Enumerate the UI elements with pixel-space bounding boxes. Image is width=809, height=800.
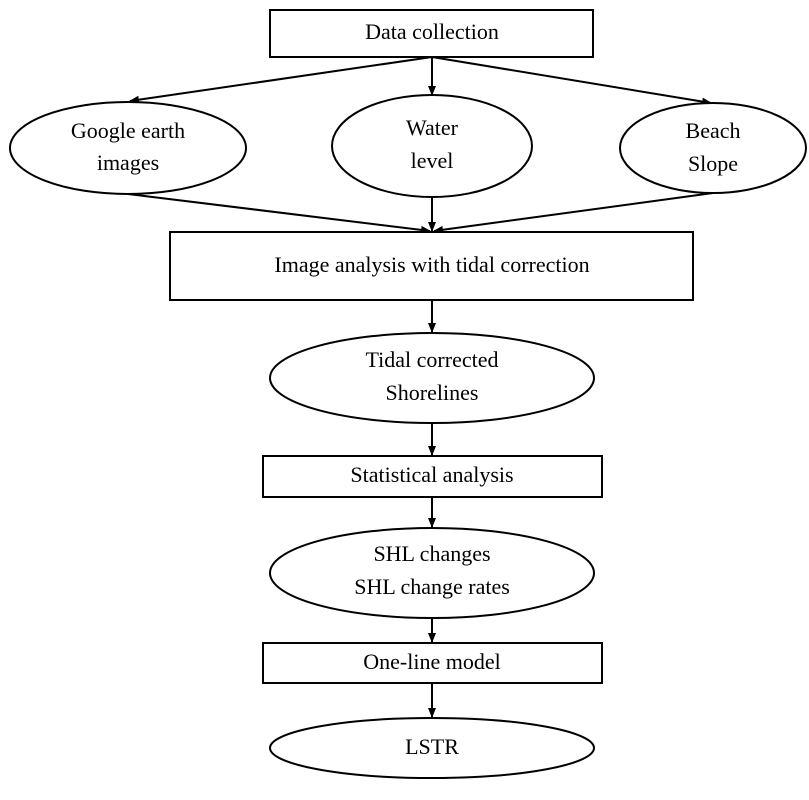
data-ellipse [269,527,595,619]
node-label: Data collection [365,19,499,44]
node-label: Google earth [71,118,185,143]
node-label: Statistical analysis [350,462,513,487]
data-ellipse [331,94,533,198]
node-label: images [97,150,159,175]
process-box [262,642,603,684]
process-box [262,455,603,498]
arrow [433,192,714,234]
arrow [129,56,433,104]
process-box [269,9,594,58]
data-ellipse [619,102,807,194]
node-label: level [411,148,454,173]
node-label: Beach [686,118,741,143]
data-ellipse [269,717,595,779]
node-label: SHL change rates [354,574,510,599]
node-label: Tidal corrected [366,347,499,372]
node-label: Slope [688,151,738,176]
process-box [169,231,694,301]
node-label: SHL changes [373,541,490,566]
node-label: Image analysis with tidal correction [274,252,589,277]
data-ellipse [269,332,595,424]
data-ellipse [9,101,247,195]
arrow [431,56,712,106]
node-label: Water [406,115,459,140]
node-label: LSTR [405,734,459,759]
node-label: One-line model [363,649,500,674]
node-label: Shorelines [386,380,479,405]
arrow [127,193,431,234]
